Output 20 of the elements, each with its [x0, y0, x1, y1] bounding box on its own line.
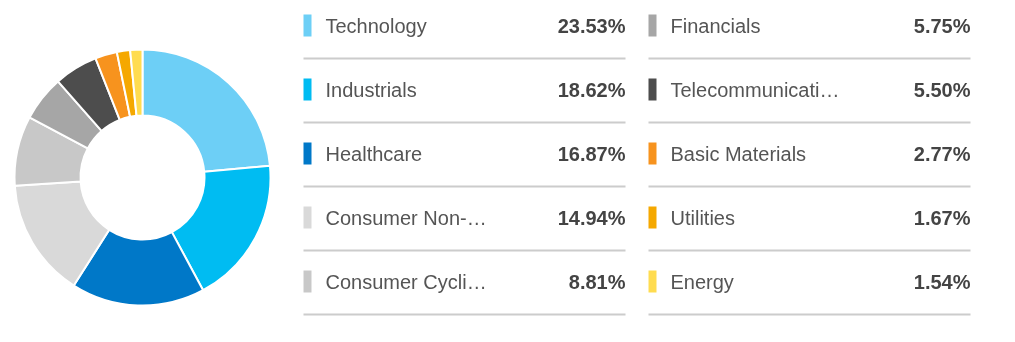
data-label: 1.67%: [913, 206, 971, 229]
data-label: 23.53%: [557, 14, 626, 37]
legend-label: Consumer Cycli…: [325, 270, 487, 293]
data-label: 18.62%: [557, 78, 626, 101]
legend-label: Basic Materials: [670, 142, 807, 165]
data-label: 16.87%: [557, 142, 626, 165]
legend-label: Energy: [670, 270, 734, 293]
data-label: 2.77%: [913, 142, 971, 165]
data-label: 1.54%: [913, 270, 971, 293]
legend-label: Technology: [325, 14, 427, 37]
data-label: 14.94%: [557, 206, 626, 229]
data-label: 5.75%: [913, 14, 971, 37]
legend-label: Healthcare: [325, 142, 423, 165]
legend-label: Financials: [670, 14, 761, 37]
data-label: 5.50%: [913, 78, 971, 101]
data-label: 8.81%: [568, 270, 626, 293]
legend-label: Utilities: [670, 206, 735, 229]
legend-label: Telecommunicati…: [670, 78, 840, 101]
legend-label: Consumer Non-…: [325, 206, 487, 229]
legend-label: Industrials: [325, 78, 417, 101]
